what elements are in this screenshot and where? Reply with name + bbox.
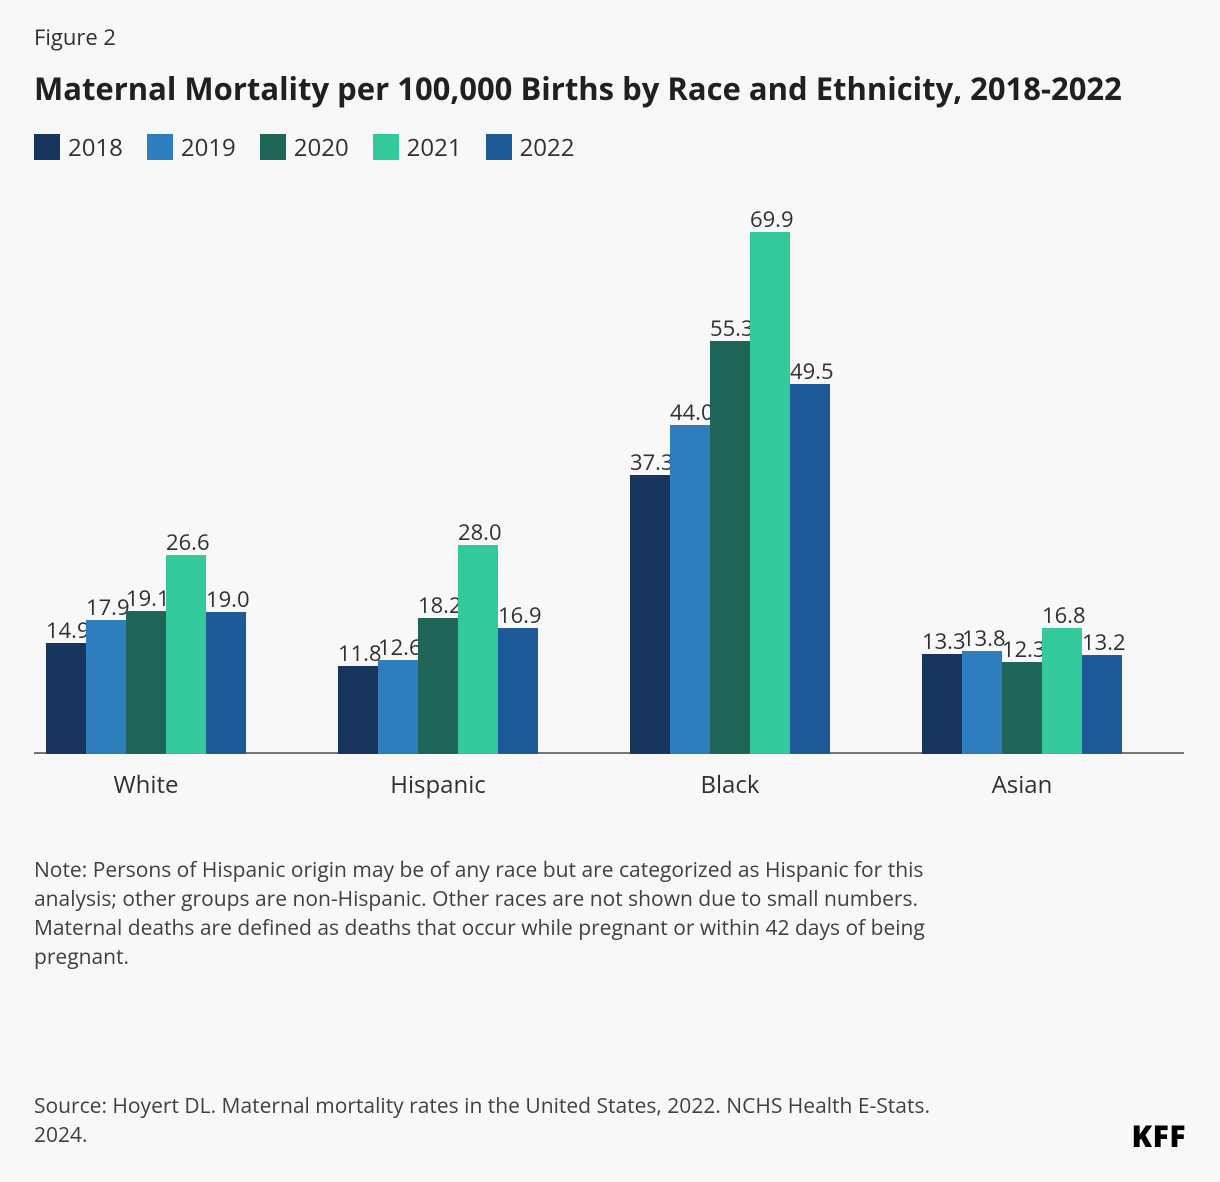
bar-col: 12.6 bbox=[378, 660, 418, 754]
legend: 2018 2019 2020 2021 2022 bbox=[34, 131, 1186, 164]
bar-value-label: 37.3 bbox=[630, 447, 670, 477]
source-text: Source: Hoyert DL. Maternal mortality ra… bbox=[34, 1092, 984, 1150]
legend-item-2022: 2022 bbox=[486, 131, 575, 164]
bar bbox=[790, 384, 830, 754]
bar-col: 17.9 bbox=[86, 620, 126, 754]
bar-value-label: 13.2 bbox=[1082, 627, 1122, 657]
legend-item-2021: 2021 bbox=[373, 131, 462, 164]
bar-col: 13.2 bbox=[1082, 655, 1122, 754]
bar-col: 28.0 bbox=[458, 545, 498, 754]
bar-col: 16.8 bbox=[1042, 628, 1082, 753]
legend-label: 2020 bbox=[294, 131, 349, 164]
bar-col: 49.5 bbox=[790, 384, 830, 754]
legend-label: 2019 bbox=[181, 131, 236, 164]
legend-item-2018: 2018 bbox=[34, 131, 123, 164]
bar-value-label: 49.5 bbox=[790, 356, 830, 386]
bar bbox=[86, 620, 126, 754]
category-labels-row: White Hispanic Black Asian bbox=[34, 760, 1184, 810]
bar-value-label: 28.0 bbox=[458, 517, 498, 547]
bar bbox=[1082, 655, 1122, 754]
bar-col: 13.3 bbox=[922, 654, 962, 753]
bar-value-label: 19.1 bbox=[126, 583, 166, 613]
bar bbox=[46, 643, 86, 754]
bar-value-label: 16.9 bbox=[498, 600, 538, 630]
bar-value-label: 12.6 bbox=[378, 632, 418, 662]
figure-label: Figure 2 bbox=[34, 22, 1186, 52]
bar-group-black: 37.344.055.369.949.5 bbox=[630, 232, 830, 754]
bar bbox=[962, 651, 1002, 754]
legend-item-2019: 2019 bbox=[147, 131, 236, 164]
category-label: Black bbox=[700, 768, 759, 801]
note-text: Note: Persons of Hispanic origin may be … bbox=[34, 856, 984, 972]
bar-value-label: 17.9 bbox=[86, 592, 126, 622]
bar bbox=[126, 611, 166, 754]
legend-label: 2021 bbox=[407, 131, 462, 164]
bar bbox=[710, 341, 750, 754]
bar-col: 16.9 bbox=[498, 628, 538, 754]
bar bbox=[498, 628, 538, 754]
bar-col: 11.8 bbox=[338, 666, 378, 754]
legend-swatch bbox=[486, 134, 512, 160]
category-label: Asian bbox=[992, 768, 1053, 801]
legend-swatch bbox=[373, 134, 399, 160]
bar-value-label: 55.3 bbox=[710, 313, 750, 343]
bar-col: 13.8 bbox=[962, 651, 1002, 754]
bar-group-hispanic: 11.812.618.228.016.9 bbox=[338, 545, 538, 754]
bar-col: 44.0 bbox=[670, 425, 710, 754]
bar bbox=[670, 425, 710, 754]
bar-col: 55.3 bbox=[710, 341, 750, 754]
bar-value-label: 14.9 bbox=[46, 615, 86, 645]
bar bbox=[166, 555, 206, 754]
bar-col: 26.6 bbox=[166, 555, 206, 754]
plot-area: 14.917.919.126.619.011.812.618.228.016.9… bbox=[34, 194, 1184, 754]
bar-group-asian: 13.313.812.316.813.2 bbox=[922, 628, 1122, 753]
legend-label: 2022 bbox=[520, 131, 575, 164]
bar-col: 14.9 bbox=[46, 643, 86, 754]
bar bbox=[418, 618, 458, 754]
bar bbox=[458, 545, 498, 754]
bar bbox=[378, 660, 418, 754]
bar-value-label: 26.6 bbox=[166, 527, 206, 557]
bar bbox=[1002, 662, 1042, 754]
bar-value-label: 69.9 bbox=[750, 204, 790, 234]
bar-value-label: 13.3 bbox=[922, 626, 962, 656]
figure-wrap: Figure 2 Maternal Mortality per 100,000 … bbox=[0, 0, 1220, 1182]
kff-logo: KFF bbox=[1132, 1115, 1186, 1156]
bar-col: 19.0 bbox=[206, 612, 246, 754]
bar bbox=[338, 666, 378, 754]
bar-value-label: 19.0 bbox=[206, 584, 246, 614]
legend-swatch bbox=[147, 134, 173, 160]
category-label: White bbox=[114, 768, 179, 801]
bar-value-label: 18.2 bbox=[418, 590, 458, 620]
bar-col: 12.3 bbox=[1002, 662, 1042, 754]
legend-swatch bbox=[34, 134, 60, 160]
chart-title: Maternal Mortality per 100,000 Births by… bbox=[34, 70, 1154, 109]
bar-col: 37.3 bbox=[630, 475, 670, 754]
bar bbox=[630, 475, 670, 754]
bar-value-label: 16.8 bbox=[1042, 600, 1082, 630]
bar-value-label: 44.0 bbox=[670, 397, 710, 427]
bar bbox=[922, 654, 962, 753]
bar-col: 69.9 bbox=[750, 232, 790, 754]
category-label: Hispanic bbox=[390, 768, 485, 801]
footer-row: Source: Hoyert DL. Maternal mortality ra… bbox=[34, 1092, 1186, 1156]
bar-col: 19.1 bbox=[126, 611, 166, 754]
legend-item-2020: 2020 bbox=[260, 131, 349, 164]
bar-col: 18.2 bbox=[418, 618, 458, 754]
bar-value-label: 13.8 bbox=[962, 623, 1002, 653]
bar-value-label: 11.8 bbox=[338, 638, 378, 668]
legend-swatch bbox=[260, 134, 286, 160]
bar-value-label: 12.3 bbox=[1002, 634, 1042, 664]
legend-label: 2018 bbox=[68, 131, 123, 164]
bar bbox=[750, 232, 790, 754]
bar bbox=[1042, 628, 1082, 753]
bar-group-white: 14.917.919.126.619.0 bbox=[46, 555, 246, 754]
bar bbox=[206, 612, 246, 754]
